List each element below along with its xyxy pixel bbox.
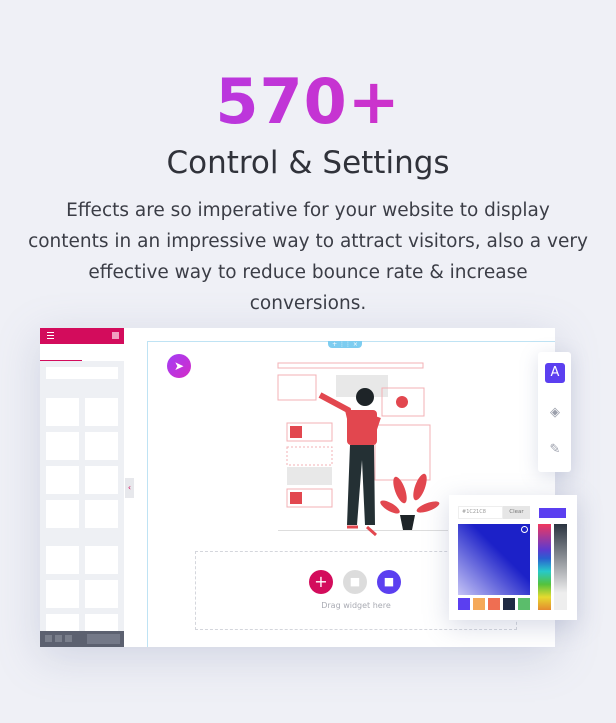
sidebar-footer [40,631,124,647]
clear-button[interactable]: Clear [503,506,530,519]
illustration-woman-building-website [277,362,448,537]
widget-search-input[interactable] [46,367,118,379]
feature-count: 570+ [0,62,616,142]
fill-bucket-icon[interactable]: ◈ [550,405,560,420]
template-library-button[interactable]: ■ [377,570,401,594]
widget-tile[interactable] [46,500,79,528]
cursor-click-icon: ➤ [167,354,191,378]
widget-tile[interactable] [85,580,118,608]
saturation-area[interactable] [458,524,530,595]
page-canvas: + ⋮⋮ × ➤ [147,341,555,647]
collapse-sidebar-button[interactable]: ‹ [125,478,134,498]
sidebar-header [40,328,124,344]
brush-icon[interactable]: ✎ [549,442,561,457]
tab-global[interactable] [82,344,124,361]
widget-tile[interactable] [46,466,79,494]
section-title: Control & Settings [166,145,450,181]
widget-tile[interactable] [85,432,118,460]
saturation-handle[interactable] [521,526,528,533]
section-handle[interactable]: + ⋮⋮ × [328,341,362,348]
color-swatch[interactable] [503,598,515,610]
color-swatch[interactable] [488,598,500,610]
widget-tile[interactable] [85,398,118,426]
hue-slider[interactable] [538,524,551,610]
hex-input[interactable]: #1C21C8 [458,506,503,519]
color-swatch[interactable] [458,598,470,610]
widget-tile[interactable] [46,398,79,426]
color-picker: #1C21C8 Clear [449,495,577,620]
color-swatch[interactable] [518,598,530,610]
publish-button[interactable] [87,634,120,644]
widget-tile[interactable] [85,546,118,574]
menu-icon[interactable] [47,332,54,339]
section-description: Effects are so imperative for your websi… [28,200,588,314]
add-template-button[interactable]: ■ [343,570,367,594]
widget-tile[interactable] [85,500,118,528]
typography-icon[interactable]: A [545,363,565,383]
alpha-slider[interactable] [554,524,567,610]
tab-elements[interactable] [40,344,82,361]
editor-window: ‹ + ⋮⋮ × ➤ [40,328,555,647]
widget-tile[interactable] [85,466,118,494]
widget-tile[interactable] [46,432,79,460]
color-swatch[interactable] [473,598,485,610]
grid-icon[interactable] [112,332,119,339]
drop-zone-label: Drag widget here [321,601,391,610]
style-toolbar: A ◈ ✎ [538,352,571,472]
widget-tile[interactable] [46,580,79,608]
add-section-button[interactable]: + [309,570,333,594]
widget-sidebar [40,328,124,647]
widget-tile[interactable] [46,546,79,574]
selected-color-preview [539,508,566,518]
